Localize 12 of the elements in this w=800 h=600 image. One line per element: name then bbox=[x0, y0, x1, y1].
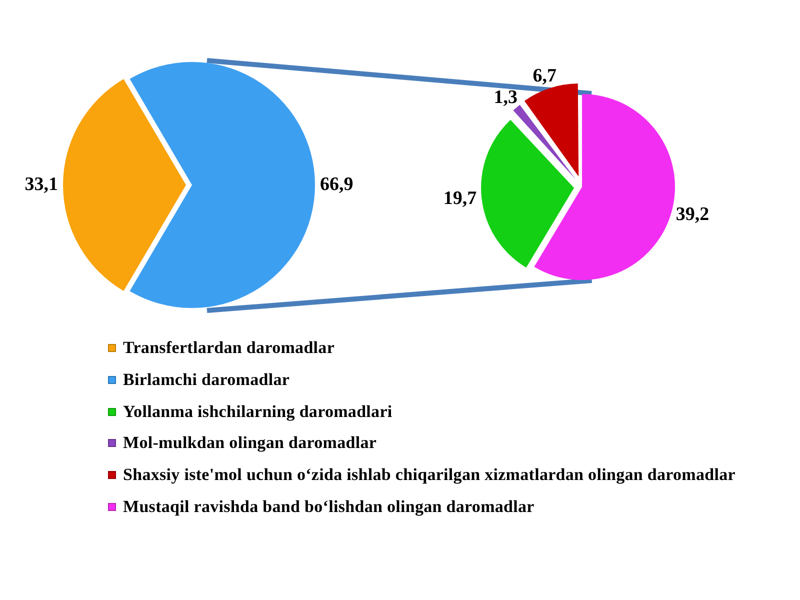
legend-label: Mol-mulkdan olingan daromadlar bbox=[123, 433, 377, 454]
data-label: 33,1 bbox=[24, 174, 58, 195]
data-label: 1,3 bbox=[494, 87, 518, 108]
data-label: 19,7 bbox=[443, 188, 478, 209]
legend-label: Yollanma ishchilarning daromadlari bbox=[123, 402, 392, 422]
legend-label: Birlamchi daromadlar bbox=[123, 370, 290, 390]
legend-label: Mustaqil ravishda band bo‘lishdan olingan daromadlar bbox=[123, 497, 534, 517]
legend-label: Shaxsiy iste'mol uchun o‘zida ishlab chiqarilgan xizmatlardan olingan daromadlar bbox=[123, 465, 736, 486]
data-label: 66,9 bbox=[320, 174, 354, 195]
data-label: 6,7 bbox=[532, 66, 557, 87]
legend-label: Transfertlardan daromadlar bbox=[123, 338, 335, 358]
data-label: 39,2 bbox=[676, 204, 710, 225]
